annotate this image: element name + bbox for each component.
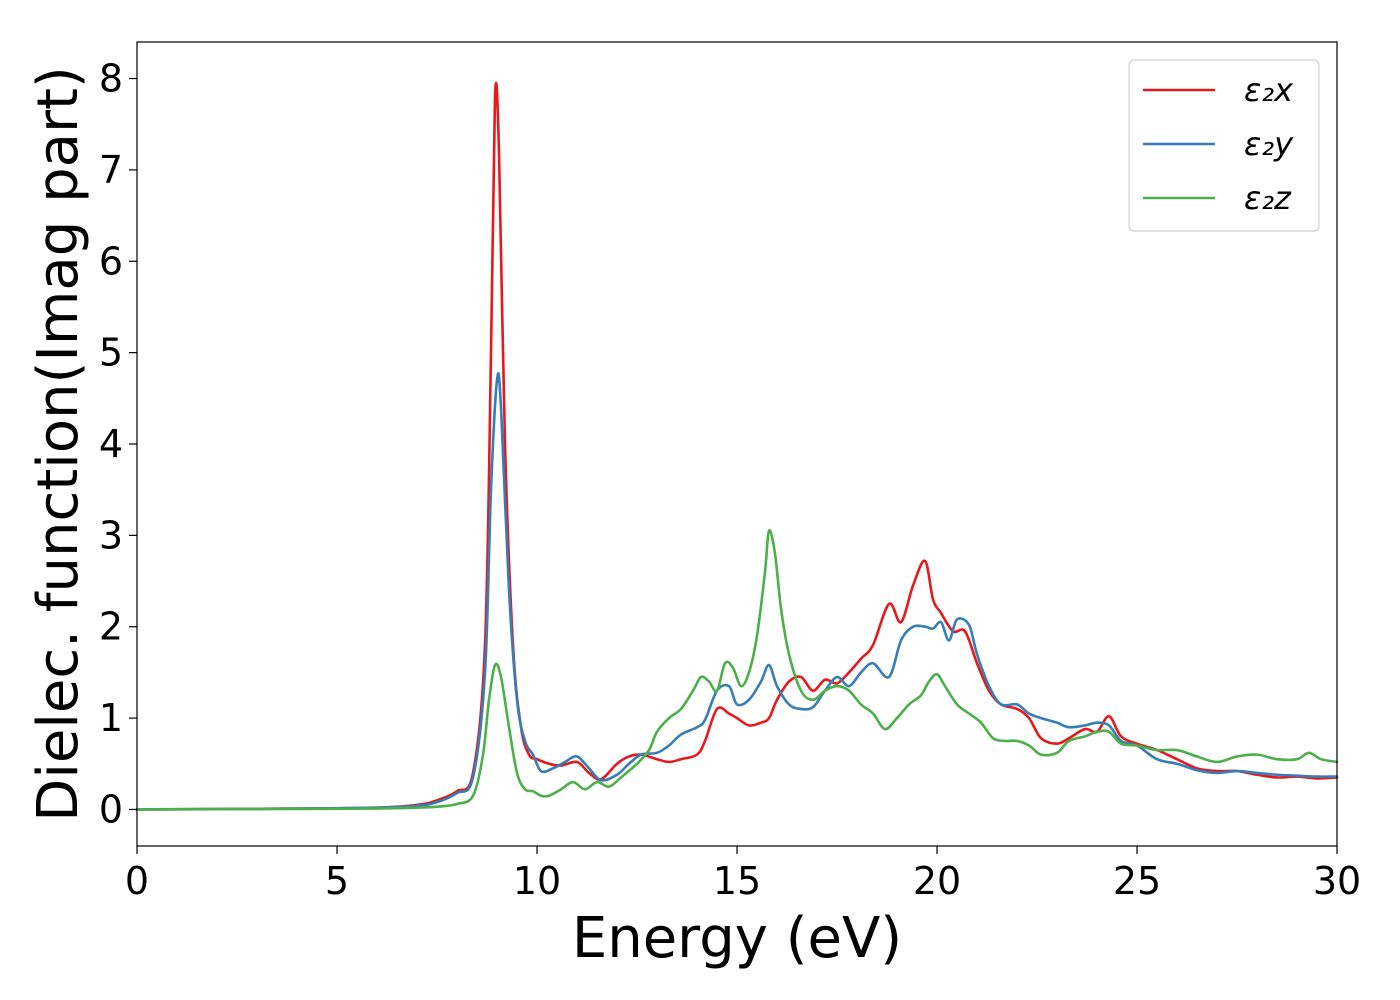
x-tick-label: 30 — [1313, 859, 1361, 903]
x-axis-title: Energy (eV) — [572, 906, 902, 971]
legend-entries: ε₂x ε₂y ε₂z — [1143, 71, 1294, 217]
legend-label-3: ε₂z — [1244, 179, 1292, 217]
y-tick-label: 5 — [99, 331, 123, 375]
y-tick-label: 3 — [99, 513, 123, 557]
legend-label-2: ε₂y — [1244, 125, 1294, 163]
y-tick-label: 4 — [99, 422, 123, 466]
legend: ε₂x ε₂y ε₂z — [1128, 59, 1320, 232]
x-tick-label: 10 — [513, 859, 561, 903]
x-tick-label: 25 — [1113, 859, 1161, 903]
y-axis: 0 1 2 3 4 5 6 7 8 — [99, 57, 137, 831]
series-line-2 — [135, 372, 1339, 811]
series-line-3 — [135, 529, 1339, 811]
series-layer — [135, 81, 1339, 811]
y-tick-label: 1 — [99, 696, 123, 740]
y-axis-title: Dielec. function(Imag part) — [26, 66, 91, 822]
y-tick-label: 7 — [99, 148, 123, 192]
y-tick-label: 0 — [99, 787, 123, 831]
x-tick-label: 15 — [713, 859, 761, 903]
x-tick-label: 5 — [325, 859, 349, 903]
x-tick-label: 20 — [913, 859, 961, 903]
x-axis: 0 5 10 15 20 25 30 — [125, 846, 1361, 903]
y-tick-label: 2 — [99, 605, 123, 649]
y-tick-label: 8 — [99, 57, 123, 101]
legend-box — [1128, 59, 1320, 232]
y-tick-label: 6 — [99, 239, 123, 283]
legend-label-1: ε₂x — [1244, 71, 1294, 109]
x-tick-label: 0 — [125, 859, 149, 903]
